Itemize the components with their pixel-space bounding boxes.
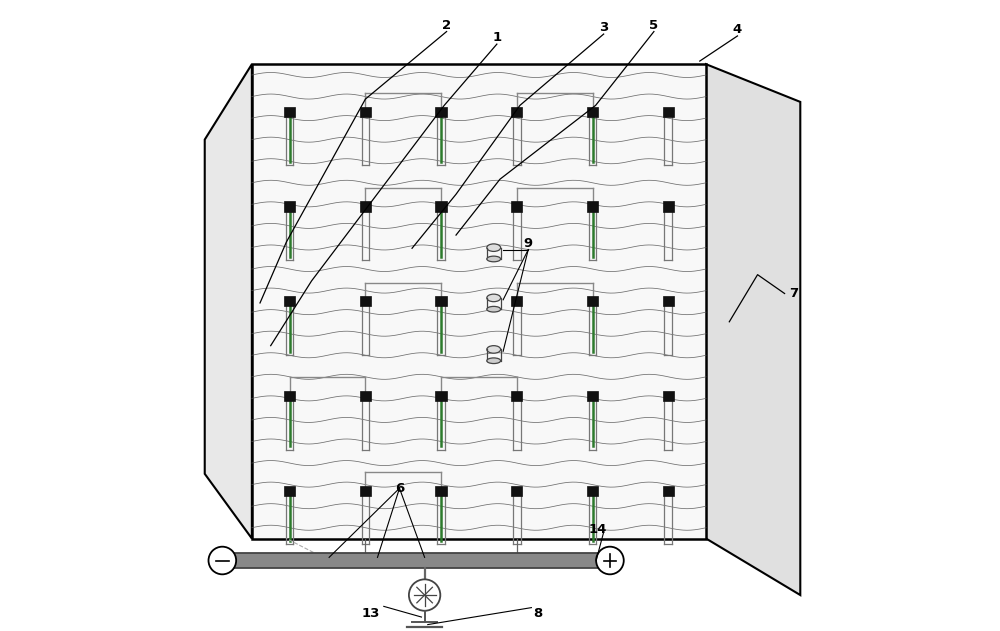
Text: 2: 2 (442, 19, 451, 32)
Bar (284, 107, 295, 117)
Bar (587, 297, 598, 307)
Ellipse shape (487, 358, 501, 363)
Bar (360, 107, 371, 117)
Bar (435, 107, 447, 117)
Circle shape (596, 546, 624, 574)
Circle shape (209, 546, 236, 574)
Bar (360, 201, 371, 211)
Bar (663, 486, 674, 496)
Text: 5: 5 (649, 19, 658, 32)
Text: 1: 1 (492, 32, 501, 44)
Bar (284, 297, 295, 307)
Bar (511, 201, 522, 211)
Bar (663, 107, 674, 117)
Ellipse shape (487, 256, 501, 262)
Bar (511, 486, 522, 496)
Bar (284, 486, 295, 496)
Bar (587, 201, 598, 211)
Bar (435, 201, 447, 211)
Bar (587, 486, 598, 496)
Bar (435, 391, 447, 401)
Bar (360, 297, 371, 307)
Bar (360, 391, 371, 401)
Bar (233, 553, 601, 569)
Bar (587, 107, 598, 117)
Bar (663, 297, 674, 307)
Polygon shape (706, 64, 800, 595)
Ellipse shape (487, 294, 501, 302)
Bar (360, 486, 371, 496)
Bar (587, 391, 598, 401)
Text: 9: 9 (524, 237, 533, 250)
Text: 13: 13 (362, 608, 380, 620)
Circle shape (409, 579, 440, 611)
Ellipse shape (487, 244, 501, 251)
Bar (663, 201, 674, 211)
Bar (511, 391, 522, 401)
Bar (511, 107, 522, 117)
Bar (511, 297, 522, 307)
Text: 14: 14 (588, 522, 607, 536)
Bar (663, 391, 674, 401)
Ellipse shape (487, 346, 501, 353)
Bar (435, 486, 447, 496)
Text: 3: 3 (599, 21, 608, 34)
Polygon shape (252, 64, 706, 538)
Bar (435, 297, 447, 307)
Polygon shape (205, 64, 252, 538)
Text: 7: 7 (789, 287, 799, 300)
Text: 4: 4 (733, 23, 742, 36)
Text: 6: 6 (395, 481, 404, 495)
Bar (284, 391, 295, 401)
Text: 8: 8 (533, 608, 542, 620)
Bar (284, 201, 295, 211)
Ellipse shape (487, 307, 501, 312)
